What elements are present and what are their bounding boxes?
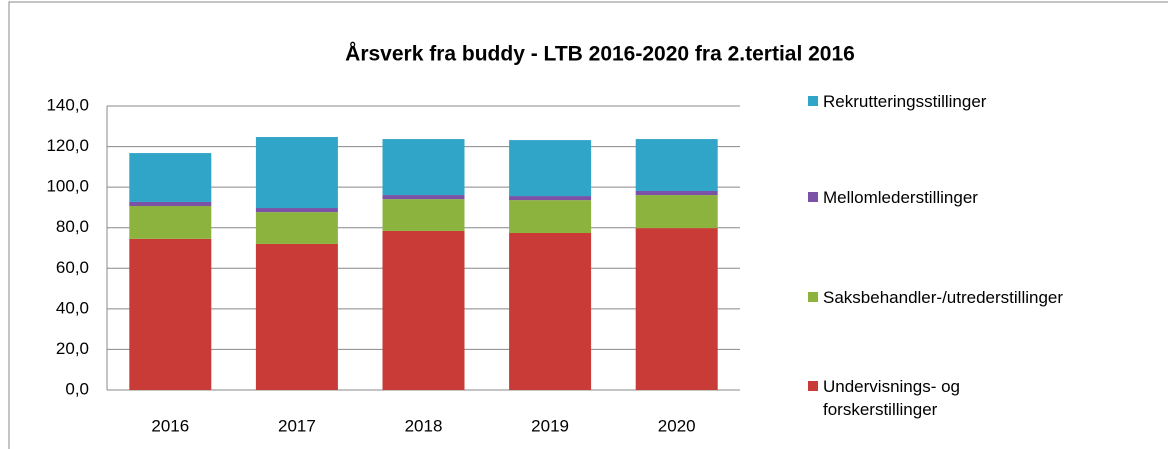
bar-segment bbox=[255, 137, 338, 209]
x-tick-label: 2018 bbox=[405, 416, 443, 435]
x-tick-label: 2019 bbox=[531, 416, 569, 435]
x-tick-label: 2016 bbox=[151, 416, 189, 435]
y-tick-label: 80,0 bbox=[56, 217, 89, 236]
legend-item: Mellomlederstillinger bbox=[808, 186, 1023, 209]
legend-swatch bbox=[808, 381, 818, 391]
bar-segment bbox=[635, 228, 718, 390]
bar-segment bbox=[382, 199, 465, 231]
y-tick-label: 140,0 bbox=[46, 95, 89, 114]
legend-label: Mellomlederstillinger bbox=[823, 188, 978, 207]
legend-swatch bbox=[808, 292, 818, 302]
y-tick-label: 120,0 bbox=[46, 136, 89, 155]
legend-label: Undervisnings- og forskerstillinger bbox=[823, 377, 961, 419]
x-tick-label: 2017 bbox=[278, 416, 316, 435]
chart-title: Årsverk fra buddy - LTB 2016-2020 fra 2.… bbox=[345, 42, 855, 66]
y-tick-label: 40,0 bbox=[56, 298, 89, 317]
bar-segment bbox=[382, 230, 465, 390]
bar-segment bbox=[129, 153, 212, 202]
bar-segment bbox=[509, 196, 592, 201]
chart-border bbox=[8, 1, 1168, 449]
bar-segment bbox=[509, 200, 592, 233]
bar-segment bbox=[635, 190, 718, 196]
bar-segment bbox=[255, 208, 338, 213]
y-tick-label: 100,0 bbox=[46, 177, 89, 196]
legend-item: Saksbehandler-/utrederstillinger bbox=[808, 286, 1168, 309]
legend-item: Rekrutteringsstillinger bbox=[808, 90, 1023, 113]
legend-label: Rekrutteringsstillinger bbox=[823, 92, 987, 111]
bar-segment bbox=[382, 195, 465, 200]
y-tick-label: 0,0 bbox=[65, 379, 89, 398]
y-tick-label: 60,0 bbox=[56, 258, 89, 277]
bar-segment bbox=[382, 139, 465, 196]
bar-segment bbox=[129, 238, 212, 390]
legend-swatch bbox=[808, 96, 818, 106]
bar-segment bbox=[635, 195, 718, 229]
bar-segment bbox=[129, 206, 212, 239]
bar-segment bbox=[255, 243, 338, 390]
legend-item: Undervisnings- og forskerstillinger bbox=[808, 375, 1023, 421]
y-tick-label: 20,0 bbox=[56, 339, 89, 358]
legend-swatch bbox=[808, 192, 818, 202]
bar-segment bbox=[509, 140, 592, 197]
bar-segment bbox=[255, 212, 338, 244]
bar-segment bbox=[635, 139, 718, 191]
x-tick-label: 2020 bbox=[658, 416, 696, 435]
bar-segment bbox=[129, 201, 212, 207]
bar-segment bbox=[509, 232, 592, 390]
legend-label: Saksbehandler-/utrederstillinger bbox=[823, 288, 1064, 307]
